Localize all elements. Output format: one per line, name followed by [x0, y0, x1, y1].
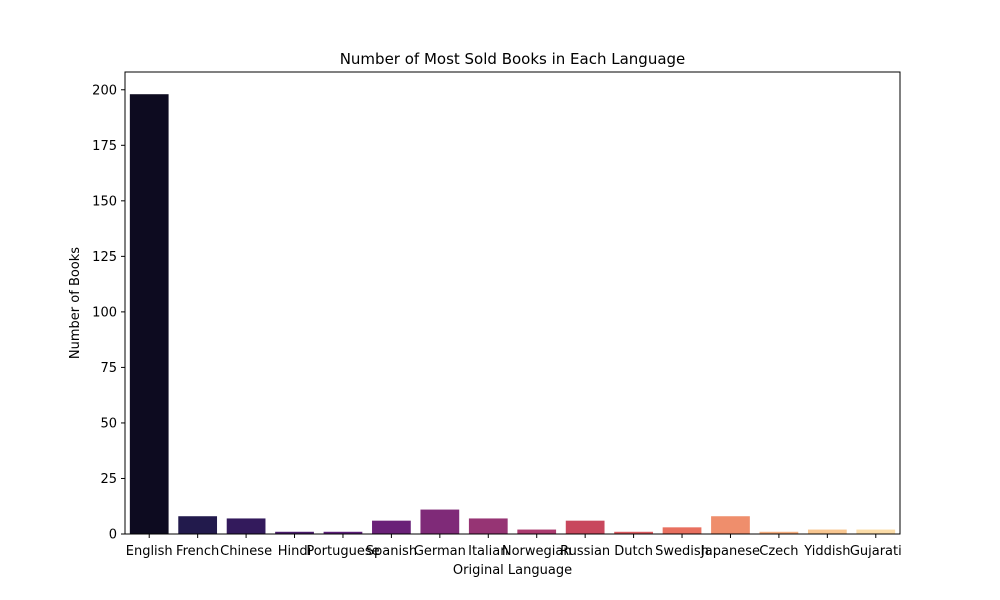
x-axis-label: Original Language — [453, 563, 572, 578]
bar-norwegian — [517, 529, 557, 534]
x-tick-label: Japanese — [700, 544, 760, 559]
x-tick-label: Portuguese — [306, 544, 379, 559]
bar-dutch — [614, 531, 653, 534]
y-axis-label: Number of Books — [68, 247, 83, 359]
x-tick-label: English — [126, 544, 173, 559]
x-tick-label: Russian — [560, 544, 610, 559]
x-tick-label: Czech — [759, 544, 798, 559]
x-tick-label: Swedish — [655, 544, 709, 559]
bar-french — [178, 516, 218, 534]
x-tick-label: Dutch — [614, 544, 653, 559]
bar-swedish — [662, 527, 702, 534]
chart-title: Number of Most Sold Books in Each Langua… — [340, 50, 686, 68]
bar-spanish — [372, 520, 411, 534]
bars-group — [129, 94, 896, 535]
bar-german — [420, 509, 460, 534]
y-tick-label: 75 — [100, 361, 117, 376]
plot-area-frame — [124, 71, 901, 535]
y-axis-ticks: 0 25 50 75 100 125 150 175 200 — [92, 83, 125, 543]
bar-english — [129, 94, 169, 535]
x-tick-label: Hindi — [278, 544, 312, 559]
x-tick-label: Spanish — [366, 544, 417, 559]
x-tick-label: German — [414, 544, 466, 559]
y-tick-label: 175 — [92, 139, 117, 154]
y-tick-label: 0 — [109, 528, 117, 543]
y-tick-label: 50 — [100, 416, 117, 431]
bar-portuguese — [323, 531, 363, 534]
bar-japanese — [711, 516, 750, 534]
x-tick-label: Italian — [468, 544, 508, 559]
y-tick-label: 150 — [92, 194, 117, 209]
bar-yiddish — [807, 529, 847, 534]
y-tick-label: 200 — [92, 83, 117, 98]
x-axis-ticks: English French Chinese HindiPortugueseSpani… — [126, 534, 902, 559]
bar-gujarati — [856, 529, 896, 534]
bar-hindi — [275, 531, 314, 534]
y-tick-label: 25 — [100, 472, 117, 487]
bar-italian — [468, 518, 508, 534]
x-tick-label: Norwegian — [502, 544, 572, 559]
bar-russian — [565, 520, 605, 534]
x-tick-label: Gujarati — [850, 544, 902, 559]
bar-czech — [759, 531, 799, 534]
y-tick-label: 125 — [92, 250, 117, 265]
x-tick-label: French — [176, 544, 219, 559]
y-tick-label: 100 — [92, 305, 117, 320]
x-tick-label: Yiddish — [803, 544, 850, 559]
x-tick-label: Chinese — [220, 544, 272, 559]
bar-chinese — [226, 518, 266, 534]
